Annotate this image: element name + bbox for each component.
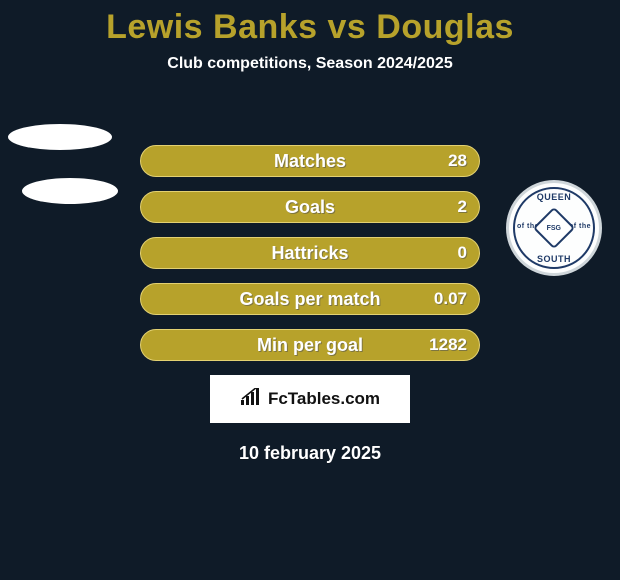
stat-value: 0 (458, 243, 467, 263)
stat-row: Goals 2 (140, 191, 480, 223)
watermark: FcTables.com (210, 375, 410, 423)
stat-label: Goals per match (239, 289, 380, 310)
stat-row: Goals per match 0.07 (140, 283, 480, 315)
stat-row: Hattricks 0 (140, 237, 480, 269)
stat-row: Min per goal 1282 (140, 329, 480, 361)
stat-value: 28 (448, 151, 467, 171)
stat-label: Goals (285, 197, 335, 218)
subtitle: Club competitions, Season 2024/2025 (0, 55, 620, 73)
watermark-text: FcTables.com (268, 389, 380, 409)
page-title: Lewis Banks vs Douglas (0, 0, 620, 47)
stat-label: Matches (274, 151, 346, 172)
stat-label: Min per goal (257, 335, 363, 356)
date-line: 10 february 2025 (0, 443, 620, 464)
stat-value: 0.07 (434, 289, 467, 309)
bar-chart-icon (240, 388, 262, 410)
stat-value: 1282 (429, 335, 467, 355)
stat-value: 2 (458, 197, 467, 217)
stat-label: Hattricks (271, 243, 348, 264)
stats-area: Matches 28 Goals 2 Hattricks 0 Goals per match… (0, 121, 620, 361)
stat-row: Matches 28 (140, 145, 480, 177)
